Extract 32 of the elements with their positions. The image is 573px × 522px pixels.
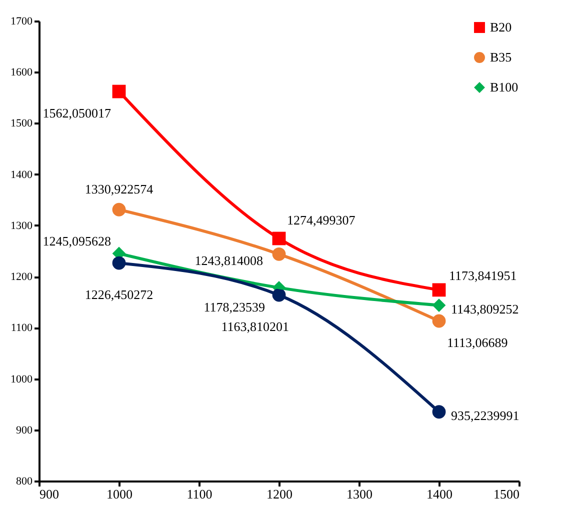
- data-label: 1245,095628: [42, 234, 111, 249]
- data-label: 1274,499307: [287, 212, 356, 228]
- x-tick-label: 1200: [266, 486, 292, 502]
- data-label: 1330,922574: [84, 182, 154, 197]
- data-label: 935,2239991: [451, 408, 520, 423]
- x-tick-label: 1500: [494, 486, 520, 502]
- y-tick-label: 1100: [10, 322, 33, 334]
- x-tick-label: 1400: [426, 486, 452, 502]
- data-label: 1226,450272: [84, 287, 154, 302]
- y-tick-label: 1300: [10, 220, 33, 232]
- y-tick-label: 900: [16, 424, 33, 436]
- y-tick-label: 1700: [10, 16, 33, 28]
- data-label: 1562,050017: [42, 106, 112, 121]
- data-label: 1173,841951: [449, 268, 517, 283]
- y-tick-label: 800: [16, 476, 33, 488]
- data-label: 1163,810201: [221, 319, 289, 334]
- data-label: 1178,23539: [204, 300, 265, 315]
- x-tick-label: 900: [40, 486, 59, 502]
- x-tick-label: 1000: [106, 486, 132, 502]
- legend-label: B100: [490, 80, 518, 94]
- x-tick-label: 1300: [346, 486, 372, 502]
- legend-label: B20: [490, 20, 512, 34]
- y-tick-label: 1200: [10, 271, 33, 284]
- data-label: 1243,814008: [194, 253, 263, 268]
- y-tick-label: 1600: [10, 66, 33, 79]
- x-tick-label: 1100: [186, 486, 212, 502]
- y-tick-label: 1500: [10, 118, 33, 130]
- legend-label: B35: [490, 50, 512, 64]
- y-tick-label: 1000: [10, 373, 33, 386]
- y-tick-label: 1400: [10, 168, 33, 181]
- data-label: 1143,809252: [451, 301, 519, 316]
- data-label: 1113,06689: [447, 334, 508, 350]
